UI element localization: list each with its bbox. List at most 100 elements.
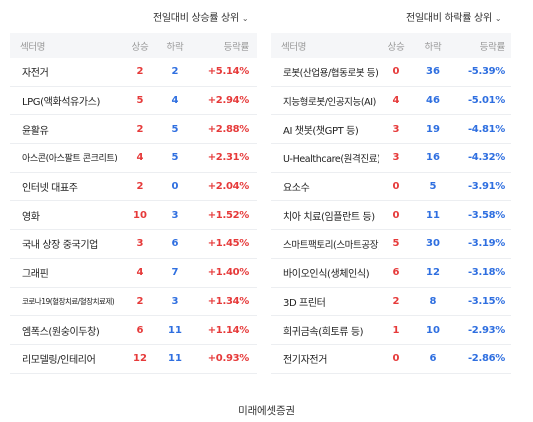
sector-name[interactable]: AI 챗봇(챗GPT 등) xyxy=(283,125,359,137)
table-row[interactable]: 로봇(산업용/협동로봇 등) 0 36 -5.39% xyxy=(271,58,511,87)
sector-name[interactable]: 국내 상장 중국기업 xyxy=(22,240,98,252)
down-count: 4 xyxy=(171,95,179,107)
change-rate: -4.32% xyxy=(467,152,505,164)
table-row[interactable]: 희귀금속(희토류 등) 1 10 -2.93% xyxy=(271,316,511,345)
up-count: 0 xyxy=(392,209,400,221)
up-count: 3 xyxy=(392,152,400,164)
table-row[interactable]: 국내 상장 중국기업 3 6 +1.45% xyxy=(10,230,257,259)
sector-name[interactable]: 3D 프린터 xyxy=(283,297,326,309)
table-row[interactable]: 스마트팩토리(스마트공장) 5 30 -3.19% xyxy=(271,230,511,259)
table-row[interactable]: 인터넷 대표주 2 0 +2.04% xyxy=(10,173,257,202)
sector-name[interactable]: 아스콘(아스팔트 콘크리트) xyxy=(22,154,118,165)
down-count: 6 xyxy=(171,238,179,250)
up-count: 2 xyxy=(136,181,144,193)
sector-name[interactable]: 코로나19(혈장치료/혈장치료제) xyxy=(22,296,115,306)
down-count: 30 xyxy=(426,238,440,250)
sector-name[interactable]: 자전거 xyxy=(22,68,49,80)
change-rate: +0.93% xyxy=(207,353,250,365)
gainers-table: 섹터명 상승 하락 등락률 자전거 2 2 +5.14% LPG(액화석유가스) 5 4 +… xyxy=(10,33,257,374)
losers-table: 섹터명 상승 하락 등락률 로봇(산업용/협동로봇 등) 0 36 -5.39% 지능… xyxy=(271,33,511,374)
up-count: 5 xyxy=(136,95,144,107)
change-rate: +5.14% xyxy=(207,66,250,78)
sector-name[interactable]: 전기자전거 xyxy=(283,355,328,367)
down-count: 46 xyxy=(426,95,440,107)
table-row[interactable]: 요소수 0 5 -3.91% xyxy=(271,173,511,202)
sector-name[interactable]: 치아 치료(임플란트 등) xyxy=(283,211,375,223)
header-down-count: 하락 xyxy=(166,41,184,53)
down-count: 19 xyxy=(426,123,440,135)
table-header: 섹터명 상승 하락 등락률 xyxy=(271,33,511,58)
gainers-sort-dropdown[interactable]: 전일대비 상승률 상위 ⌄ xyxy=(153,9,249,24)
down-count: 11 xyxy=(426,209,440,221)
up-count: 2 xyxy=(136,66,144,78)
sector-name[interactable]: 로봇(산업용/협동로봇 등) xyxy=(283,67,379,79)
table-row[interactable]: 코로나19(혈장치료/혈장치료제) 2 3 +1.34% xyxy=(10,288,257,317)
table-row[interactable]: 지능형로봇/인공지능(AI) 4 46 -5.01% xyxy=(271,87,511,116)
down-count: 8 xyxy=(429,295,437,307)
table-header: 섹터명 상승 하락 등락률 xyxy=(10,33,257,58)
change-rate: -3.91% xyxy=(467,181,505,193)
up-count: 1 xyxy=(392,324,400,336)
up-count: 10 xyxy=(133,209,147,221)
sector-name[interactable]: 리모델링/인테리어 xyxy=(22,355,96,367)
change-rate: -4.81% xyxy=(467,123,505,135)
sector-name[interactable]: U-Healthcare(원격진료) xyxy=(283,153,379,165)
header-up-count: 상승 xyxy=(387,41,405,53)
up-count: 4 xyxy=(392,95,400,107)
change-rate: +1.34% xyxy=(207,295,250,307)
sector-name[interactable]: 요소수 xyxy=(283,183,310,195)
table-row[interactable]: LPG(액화석유가스) 5 4 +2.94% xyxy=(10,87,257,116)
table-row[interactable]: AI 챗봇(챗GPT 등) 3 19 -4.81% xyxy=(271,115,511,145)
table-row[interactable]: 바이오인식(생체인식) 6 12 -3.18% xyxy=(271,259,511,288)
sector-name[interactable]: LPG(액화석유가스) xyxy=(22,97,100,109)
header-change-rate: 등락률 xyxy=(223,41,250,53)
change-rate: +1.40% xyxy=(207,267,250,279)
table-row[interactable]: 엠폭스(원숭이두창) 6 11 +1.14% xyxy=(10,316,257,345)
sector-name[interactable]: 희귀금속(희토류 등) xyxy=(283,326,364,338)
sector-name[interactable]: 바이오인식(생체인식) xyxy=(283,269,370,281)
table-row[interactable]: 치아 치료(임플란트 등) 0 11 -3.58% xyxy=(271,201,511,231)
table-row[interactable]: 그래핀 4 7 +1.40% xyxy=(10,259,257,288)
table-row[interactable]: 전기자전거 0 6 -2.86% xyxy=(271,345,511,374)
sector-name[interactable]: 스마트팩토리(스마트공장) xyxy=(283,239,379,251)
change-rate: -2.86% xyxy=(467,353,505,365)
down-count: 36 xyxy=(426,66,440,78)
down-count: 2 xyxy=(171,66,179,78)
table-row[interactable]: 3D 프린터 2 8 -3.15% xyxy=(271,288,511,317)
up-count: 2 xyxy=(136,123,144,135)
header-down-count: 하락 xyxy=(424,41,442,53)
change-rate: +2.31% xyxy=(207,152,250,164)
header-sector-name: 섹터명 xyxy=(20,41,46,53)
down-count: 3 xyxy=(171,209,179,221)
up-count: 3 xyxy=(392,123,400,135)
table-row[interactable]: U-Healthcare(원격진료) 3 16 -4.32% xyxy=(271,144,511,173)
up-count: 0 xyxy=(392,353,400,365)
chevron-down-icon: ⌄ xyxy=(241,14,249,23)
table-row[interactable]: 리모델링/인테리어 12 11 +0.93% xyxy=(10,345,257,374)
up-count: 5 xyxy=(392,238,400,250)
change-rate: +1.45% xyxy=(207,238,250,250)
change-rate: -2.93% xyxy=(467,324,505,336)
change-rate: -3.19% xyxy=(467,238,505,250)
change-rate: -3.18% xyxy=(467,267,505,279)
sector-name[interactable]: 윤활유 xyxy=(22,125,49,137)
table-row[interactable]: 영화 10 3 +1.52% xyxy=(10,201,257,231)
sector-name[interactable]: 인터넷 대표주 xyxy=(22,183,78,195)
sector-name[interactable]: 지능형로봇/인공지능(AI) xyxy=(283,96,376,108)
down-count: 3 xyxy=(171,295,179,307)
header-change-rate: 등락률 xyxy=(479,41,506,53)
sector-name[interactable]: 영화 xyxy=(22,211,40,223)
table-row[interactable]: 윤활유 2 5 +2.88% xyxy=(10,115,257,145)
sector-name[interactable]: 그래핀 xyxy=(22,269,49,281)
change-rate: -5.39% xyxy=(467,66,505,78)
change-rate: -5.01% xyxy=(467,95,505,107)
losers-sort-dropdown[interactable]: 전일대비 하락률 상위 ⌄ xyxy=(406,9,502,24)
sector-name[interactable]: 엠폭스(원숭이두창) xyxy=(22,326,100,338)
up-count: 4 xyxy=(136,267,144,279)
table-row[interactable]: 자전거 2 2 +5.14% xyxy=(10,58,257,87)
up-count: 0 xyxy=(392,181,400,193)
table-row[interactable]: 아스콘(아스팔트 콘크리트) 4 5 +2.31% xyxy=(10,144,257,173)
change-rate: +2.88% xyxy=(207,123,250,135)
header-sector-name: 섹터명 xyxy=(281,41,307,53)
down-count: 11 xyxy=(168,353,182,365)
